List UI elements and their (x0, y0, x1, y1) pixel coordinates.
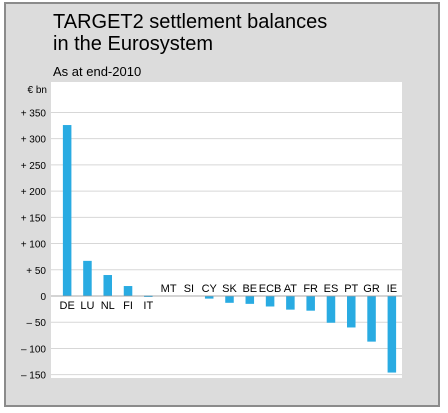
bar-at (286, 296, 295, 310)
bar-gr (367, 296, 376, 342)
category-label-at: AT (284, 283, 298, 295)
bar-es (326, 296, 336, 323)
chart-subtitle: As at end-2010 (53, 64, 142, 79)
bar-cy (204, 296, 214, 299)
category-label-bg (258, 281, 283, 295)
y-tick-label: – 100 (21, 344, 46, 355)
category-label-bg (342, 281, 360, 295)
category-label-bg (99, 298, 117, 312)
bar-pt (347, 296, 356, 328)
y-axis-unit-label: € bn (28, 85, 47, 96)
bar-ie (387, 296, 397, 373)
category-label-bg (322, 281, 340, 295)
bar-de (62, 125, 72, 297)
bar-fi (123, 286, 133, 296)
category-label-bg (119, 298, 137, 312)
y-tick-label: + 200 (21, 187, 47, 198)
category-label-sk: SK (222, 283, 237, 295)
category-label-de: DE (60, 300, 75, 312)
category-label-bg (200, 281, 218, 295)
category-label-ecb: ECB (259, 283, 282, 295)
category-label-nl: NL (101, 300, 115, 312)
category-label-bg (383, 281, 401, 295)
category-label-be: BE (242, 283, 257, 295)
bar-nl (103, 275, 112, 296)
category-label-bg (58, 298, 76, 312)
bar-be (245, 296, 255, 304)
chart-title-line-2: in the Eurosystem (53, 33, 214, 55)
y-tick-label: 0 (40, 292, 46, 303)
y-tick-label: + 150 (21, 213, 47, 224)
category-label-bg (241, 281, 259, 295)
y-tick-label: + 50 (26, 266, 46, 277)
category-label-fi: FI (123, 300, 133, 312)
category-label-es: ES (324, 283, 339, 295)
category-label-lu: LU (80, 300, 94, 312)
y-tick-label: – 50 (27, 318, 47, 329)
category-label-bg (281, 281, 299, 295)
y-tick-label: + 100 (21, 240, 47, 251)
bar-fr (306, 296, 315, 311)
category-label-mt: MT (161, 283, 177, 295)
category-label-bg (363, 281, 381, 295)
category-label-bg (302, 281, 320, 295)
y-tick-label: + 250 (21, 161, 47, 172)
y-tick-label: – 150 (21, 371, 46, 382)
bar-lu (83, 260, 92, 296)
category-label-bg (180, 281, 198, 295)
category-label-it: IT (143, 300, 153, 312)
y-tick-label: + 350 (21, 108, 47, 119)
category-label-bg (221, 281, 238, 295)
category-label-pt: PT (344, 283, 358, 295)
category-label-bg (78, 298, 96, 312)
category-label-si: SI (184, 283, 194, 295)
category-label-fr: FR (303, 283, 318, 295)
category-label-cy: CY (202, 283, 218, 295)
chart-title: TARGET2 settlement balances in the Euros… (53, 11, 327, 55)
category-label-bg (139, 298, 157, 312)
bar-sk (225, 296, 234, 303)
plot-area (51, 82, 402, 378)
y-tick-label: + 300 (21, 135, 47, 146)
chart-title-line-1: TARGET2 settlement balances (53, 11, 328, 33)
bar-ecb (265, 296, 275, 307)
category-label-bg (160, 281, 178, 295)
category-label-ie: IE (387, 283, 397, 295)
category-label-gr: GR (363, 283, 380, 295)
